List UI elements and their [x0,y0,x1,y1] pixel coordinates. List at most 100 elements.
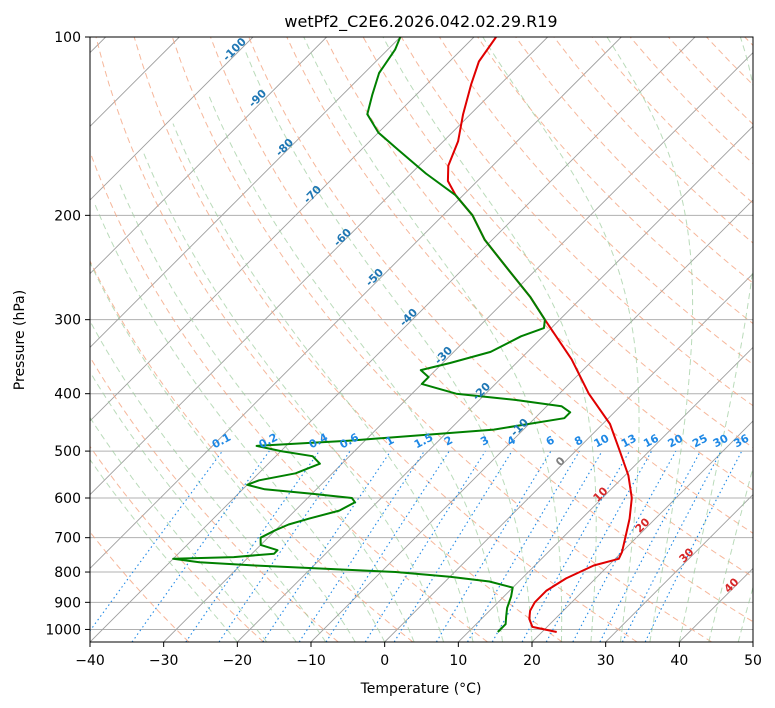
mixing-ratio-label: 20 [666,432,686,451]
isotherm-line [458,346,753,642]
isotherm-line [90,37,548,496]
isotherm-line [384,273,753,642]
moist-adiabat-line [141,149,445,642]
isotherm-line [90,37,401,348]
x-tick-label: 20 [523,653,541,669]
y-axis: 100 200 300 400 500 600 700 800 900 1000 [45,30,90,638]
grid-layer [90,37,753,630]
isotherm-line [679,567,753,642]
x-axis: −40 −30 −20 −10 0 10 20 30 40 50 [75,642,762,669]
dry-adiabat-line [95,37,563,642]
isotherm-label: -80 [273,136,296,159]
mixing-ratio-line [262,450,392,642]
moist-adiabat-line [606,37,694,642]
mixing-ratio-line [435,450,552,642]
dry-adiabat-line [210,37,753,623]
mixing-ratio-line [545,450,653,642]
mixing-ratio-line [467,450,580,642]
mixing-ratio-line [90,450,223,632]
temperature-profile-line [446,37,633,633]
x-tick-label: 40 [670,653,688,669]
mixing-ratio-label: 25 [690,432,710,451]
mixing-ratio-label: 36 [732,432,752,451]
y-tick-label: 200 [54,208,81,224]
x-tick-label: 10 [449,653,467,669]
data-lines [172,37,633,633]
isotherm-line [90,37,475,422]
isotherm-line [531,420,753,642]
mixing-ratio-label: 13 [619,432,639,451]
moist-adiabat-line [737,585,753,642]
moist-adiabat-line [382,37,597,642]
isotherm-label: -20 [470,380,493,403]
x-tick-label: −20 [223,653,253,669]
background-lines [90,37,753,642]
dry-adiabat-line [744,37,753,47]
isotherm-line [90,37,327,275]
moist-adiabat-line [90,416,268,642]
isotherm-label: -40 [397,306,420,329]
x-tick-label: 0 [380,653,389,669]
x-tick-label: 30 [597,653,615,669]
mixing-ratio-label: 8 [572,433,585,448]
isotherm-line [237,125,753,642]
isotherm-line [90,37,622,569]
isotherm-label: -90 [246,87,269,110]
x-tick-label: −10 [296,653,326,669]
mixing-ratio-label: 6 [544,433,557,448]
mixing-ratio-line [599,450,701,642]
isotherm-line [752,641,753,642]
y-tick-label: 300 [54,313,81,329]
mixing-ratio-line [572,450,677,642]
plot-frame [89,36,754,643]
dry-adiabat-line [324,37,753,491]
chart-title: wetPf2_C2E6.2026.042.02.29.R19 [284,12,557,32]
dry-adiabat-line [248,37,753,578]
dry-adiabat-line [171,37,712,642]
mixing-ratio-line [325,450,450,642]
dry-adiabat-line [90,356,339,642]
moist-adiabat-line [90,370,297,642]
mixing-ratio-line [298,450,425,642]
y-tick-label: 600 [54,491,81,507]
y-tick-label: 400 [54,387,81,403]
mixing-ratio-label: 16 [641,432,661,451]
y-tick-label: 1000 [45,622,81,638]
y-tick-label: 800 [54,565,81,581]
mixing-ratio-label: 0.4 [307,431,331,452]
y-axis-label: Pressure (hPa) [12,290,28,390]
x-tick-label: 50 [744,653,762,669]
x-axis-label: Temperature (°C) [360,681,482,697]
moist-adiabat-line [678,37,753,642]
x-tick-label: −40 [75,653,105,669]
dry-adiabat-line [438,37,753,366]
mixing-ratio-line [131,450,270,642]
dry-adiabat-line [90,259,414,642]
isotherm-label: 20 [633,515,653,535]
isotherm-label: 30 [677,545,697,565]
isotherm-line [90,37,696,642]
dry-adiabat-line [133,37,638,642]
moist-adiabat-line [93,201,386,642]
moist-adiabat-line [90,458,238,642]
dry-adiabat-line [286,37,753,534]
isotherm-line [605,494,753,642]
y-tick-label: 900 [54,595,81,611]
mixing-ratio-line [218,450,351,642]
dry-adiabat-line [706,37,753,86]
moist-adiabat-line [172,123,474,642]
mixing-ratio-label: 10 [592,432,612,451]
moist-adiabat-line [303,37,563,642]
isotherm-label: -30 [432,344,455,367]
isotherm-label: -60 [331,226,354,249]
dewpoint-profile-line [172,37,572,633]
y-tick-label: 500 [54,444,81,460]
isotherm-label: -70 [301,183,324,206]
moist-adiabat-line [244,49,533,642]
x-tick-label: −30 [149,653,179,669]
moist-adiabat-line [90,261,356,642]
dry-adiabat-line [515,37,753,284]
mixing-ratio-label: 1 [383,433,396,448]
mixing-ratio-label: 0.1 [210,431,233,452]
